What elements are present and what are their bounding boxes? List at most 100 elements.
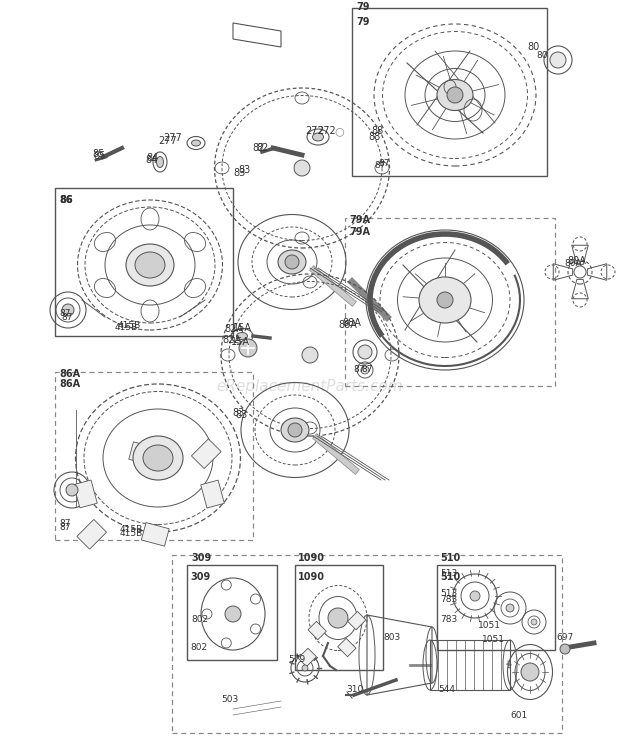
- Text: 415B: 415B: [115, 324, 138, 333]
- Bar: [141, 522, 169, 546]
- Text: 15A: 15A: [233, 323, 252, 333]
- Text: 88A: 88A: [338, 320, 357, 330]
- Circle shape: [225, 606, 241, 622]
- Bar: [77, 519, 107, 549]
- Ellipse shape: [135, 252, 165, 278]
- Bar: [437, 565, 555, 650]
- Bar: [192, 439, 221, 469]
- Circle shape: [328, 608, 348, 628]
- Text: 15A: 15A: [231, 337, 250, 347]
- Text: 86A: 86A: [59, 379, 80, 389]
- Text: 272: 272: [317, 126, 336, 136]
- Text: 1090: 1090: [298, 553, 325, 563]
- Ellipse shape: [192, 140, 200, 146]
- Circle shape: [470, 591, 480, 601]
- Circle shape: [521, 663, 539, 681]
- Text: 802: 802: [191, 615, 208, 624]
- Text: 513: 513: [440, 589, 458, 597]
- Text: 86: 86: [59, 195, 73, 205]
- Text: 79: 79: [356, 17, 370, 27]
- Text: 87: 87: [59, 519, 71, 527]
- Text: 579: 579: [288, 655, 305, 664]
- Bar: [295, 565, 383, 670]
- Text: 79: 79: [356, 2, 370, 12]
- Bar: [298, 648, 316, 667]
- Text: 82: 82: [252, 143, 264, 153]
- Text: 88: 88: [371, 126, 383, 136]
- Text: 783: 783: [440, 615, 458, 624]
- Text: 87: 87: [59, 310, 71, 318]
- Text: 783: 783: [440, 595, 458, 604]
- Ellipse shape: [419, 277, 471, 323]
- Text: 1090: 1090: [298, 572, 325, 582]
- Circle shape: [302, 347, 318, 363]
- Text: 510: 510: [440, 572, 460, 582]
- Circle shape: [66, 484, 78, 496]
- Ellipse shape: [278, 250, 306, 274]
- Bar: [430, 640, 510, 690]
- Text: 86: 86: [59, 195, 73, 205]
- Text: eReplacementParts.com: eReplacementParts.com: [216, 379, 404, 394]
- Text: 1051: 1051: [478, 620, 501, 629]
- Circle shape: [294, 160, 310, 176]
- Text: 87: 87: [353, 365, 365, 374]
- Text: 84: 84: [145, 155, 157, 165]
- Text: 80A: 80A: [564, 258, 582, 268]
- Text: 87: 87: [59, 522, 71, 531]
- Text: 1051: 1051: [482, 635, 505, 644]
- Text: 309: 309: [190, 572, 210, 582]
- Text: 84: 84: [146, 153, 158, 163]
- Text: 86A: 86A: [59, 369, 80, 379]
- Text: 309: 309: [191, 553, 211, 563]
- Bar: [187, 565, 277, 660]
- Text: 415B: 415B: [120, 525, 143, 534]
- Text: 83: 83: [232, 408, 244, 418]
- Bar: [74, 480, 97, 508]
- Circle shape: [302, 665, 308, 671]
- Circle shape: [358, 345, 372, 359]
- Text: 88: 88: [368, 132, 380, 142]
- Text: ○: ○: [334, 126, 343, 136]
- Text: 513: 513: [440, 569, 458, 579]
- Text: 310: 310: [346, 685, 363, 694]
- Circle shape: [531, 619, 537, 625]
- Circle shape: [437, 292, 453, 308]
- Text: 85: 85: [92, 149, 104, 159]
- Ellipse shape: [156, 156, 164, 167]
- Text: 87: 87: [374, 161, 386, 170]
- Text: 697: 697: [556, 633, 574, 643]
- Text: 80: 80: [527, 42, 539, 52]
- Text: 82A: 82A: [224, 324, 243, 334]
- Ellipse shape: [437, 80, 473, 111]
- Text: 415B: 415B: [118, 321, 141, 330]
- Text: 88A: 88A: [342, 318, 361, 328]
- Text: 601: 601: [510, 711, 527, 719]
- Text: 83: 83: [235, 410, 247, 420]
- Circle shape: [550, 52, 566, 68]
- Text: 83: 83: [233, 168, 246, 178]
- Bar: [201, 480, 224, 508]
- Text: 80A: 80A: [567, 256, 586, 266]
- Text: 803: 803: [383, 633, 401, 643]
- Ellipse shape: [281, 418, 309, 442]
- Circle shape: [285, 255, 299, 269]
- Ellipse shape: [236, 333, 247, 339]
- Text: 80: 80: [536, 51, 547, 60]
- Text: 79A: 79A: [349, 215, 370, 225]
- Text: 510: 510: [440, 553, 460, 563]
- Text: 87: 87: [378, 158, 389, 167]
- Bar: [338, 638, 356, 657]
- Circle shape: [361, 366, 369, 374]
- Text: 277: 277: [158, 136, 177, 146]
- Ellipse shape: [312, 133, 324, 141]
- Circle shape: [288, 423, 302, 437]
- Bar: [345, 218, 555, 386]
- Text: 82A: 82A: [222, 335, 241, 345]
- Text: 82: 82: [256, 143, 268, 153]
- Circle shape: [560, 644, 570, 654]
- Circle shape: [239, 339, 257, 357]
- Bar: [129, 442, 157, 466]
- Bar: [55, 372, 253, 540]
- Bar: [55, 188, 233, 336]
- Ellipse shape: [143, 445, 173, 471]
